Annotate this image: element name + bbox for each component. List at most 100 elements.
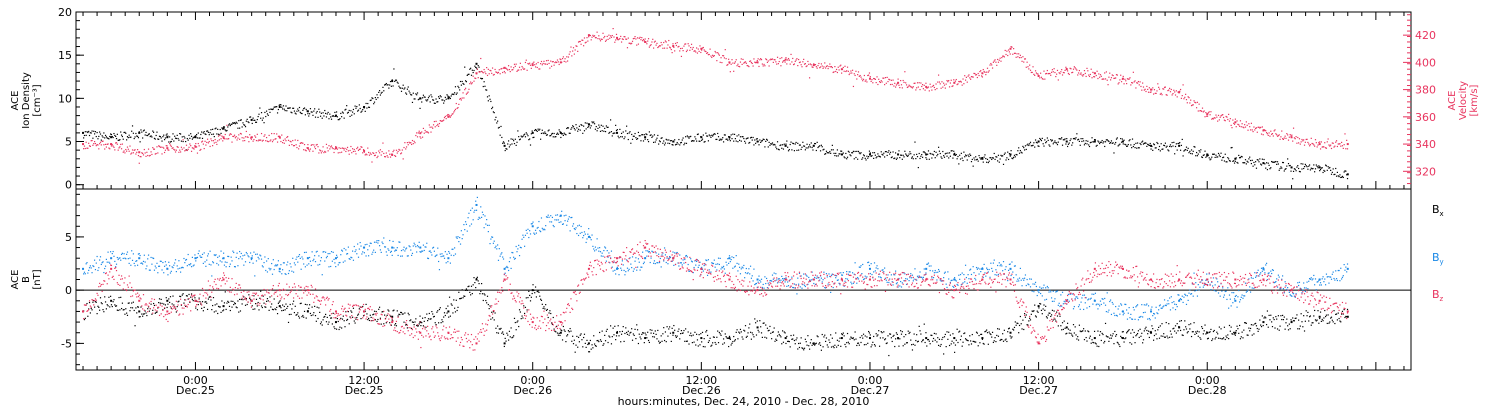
- scatter-dot: [961, 84, 963, 86]
- scatter-dot: [235, 121, 237, 123]
- scatter-dot: [1219, 116, 1221, 118]
- scatter-dot: [190, 150, 193, 152]
- scatter-dot: [744, 140, 746, 142]
- scatter-dot: [927, 86, 930, 88]
- scatter-dot: [1109, 337, 1111, 339]
- scatter-dot: [293, 145, 296, 147]
- scatter-dot: [749, 141, 751, 144]
- scatter-dot: [562, 56, 564, 58]
- scatter-dot: [463, 295, 465, 297]
- scatter-dot: [581, 124, 583, 127]
- scatter-dot: [804, 63, 806, 65]
- scatter-dot: [1029, 317, 1031, 319]
- scatter-dot: [1234, 160, 1236, 162]
- scatter-dot: [600, 38, 602, 40]
- scatter-dot: [681, 332, 683, 334]
- scatter-dot: [467, 91, 469, 93]
- scatter-dot: [817, 336, 819, 338]
- scatter-dot: [690, 332, 692, 334]
- scatter-dot: [789, 63, 791, 65]
- scatter-dot: [717, 136, 720, 138]
- scatter-dot: [513, 63, 516, 65]
- scatter-dot: [130, 264, 132, 266]
- scatter-dot: [1146, 145, 1148, 147]
- scatter-dot: [367, 319, 369, 321]
- scatter-dot: [287, 305, 289, 308]
- scatter-dot: [1097, 330, 1099, 332]
- scatter-dot: [104, 301, 107, 303]
- scatter-dot: [163, 139, 166, 141]
- scatter-dot: [246, 303, 248, 306]
- scatter-dot: [659, 45, 661, 47]
- scatter-dot: [839, 153, 841, 155]
- scatter-dot: [242, 122, 244, 124]
- scatter-dot: [695, 138, 697, 140]
- scatter-dot: [1255, 322, 1257, 324]
- scatter-dot: [1320, 320, 1322, 323]
- data-point: [1290, 321, 1293, 324]
- scatter-dot: [106, 261, 108, 263]
- scatter-dot: [795, 141, 797, 144]
- scatter-dot: [1034, 74, 1036, 76]
- scatter-dot: [1129, 139, 1131, 141]
- scatter-dot: [1009, 155, 1011, 157]
- scatter-dot: [1322, 171, 1324, 174]
- scatter-dot: [535, 63, 538, 65]
- scatter-dot: [131, 149, 134, 151]
- scatter-dot: [223, 126, 226, 128]
- scatter-dot: [288, 144, 290, 146]
- scatter-dot: [316, 143, 318, 146]
- scatter-dot: [692, 140, 694, 142]
- scatter-dot: [126, 139, 128, 141]
- scatter-dot: [655, 333, 657, 336]
- scatter-dot: [1335, 141, 1337, 143]
- scatter-dot: [868, 332, 871, 334]
- scatter-dot: [121, 252, 124, 254]
- scatter-dot: [966, 159, 968, 161]
- scatter-dot: [167, 303, 169, 305]
- scatter-dot: [382, 311, 384, 313]
- scatter-dot: [749, 60, 752, 62]
- scatter-dot: [119, 257, 121, 259]
- scatter-dot: [562, 134, 564, 137]
- scatter-dot: [196, 256, 199, 259]
- scatter-dot: [217, 128, 219, 130]
- scatter-dot: [208, 263, 210, 265]
- scatter-dot: [535, 129, 538, 131]
- scatter-dot: [760, 332, 763, 334]
- scatter-dot: [367, 102, 369, 105]
- scatter-dot: [1049, 72, 1051, 75]
- scatter-dot: [746, 335, 748, 337]
- scatter-dot: [1060, 138, 1062, 140]
- scatter-dot: [1334, 173, 1336, 175]
- scatter-dot: [402, 84, 404, 86]
- scatter-dot: [114, 134, 116, 137]
- scatter-dot: [228, 138, 230, 140]
- scatter-dot: [959, 154, 961, 156]
- scatter-dot: [1198, 103, 1200, 105]
- left-tick-label: 5: [65, 136, 72, 149]
- scatter-dot: [144, 310, 146, 312]
- scatter-dot: [1155, 92, 1157, 94]
- scatter-dot: [689, 136, 691, 138]
- scatter-dot: [1333, 146, 1335, 148]
- scatter-dot: [1095, 74, 1097, 77]
- scatter-dot: [235, 136, 237, 138]
- data-point: [1290, 136, 1293, 139]
- scatter-dot: [857, 342, 859, 344]
- scatter-dot: [464, 87, 467, 89]
- scatter-dot: [85, 263, 87, 265]
- scatter-dot: [185, 140, 187, 143]
- scatter-dot: [1082, 330, 1084, 332]
- scatter-dot: [370, 99, 372, 101]
- scatter-dot: [1116, 137, 1118, 139]
- scatter-dot: [209, 145, 211, 148]
- scatter-dot: [1120, 335, 1122, 337]
- scatter-dot: [346, 146, 349, 149]
- scatter-dot: [912, 343, 914, 345]
- scatter-dot: [624, 136, 626, 138]
- scatter-dot: [229, 124, 231, 127]
- scatter-dot: [457, 106, 459, 109]
- scatter-dot: [687, 136, 689, 138]
